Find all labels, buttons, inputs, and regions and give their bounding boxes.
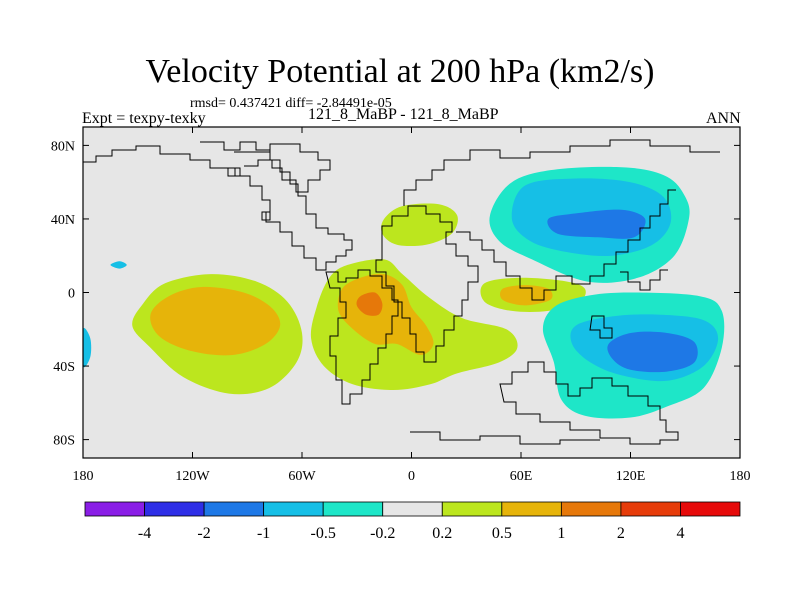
contour-region-south-pacific-negative-core	[607, 331, 698, 373]
x-axis: 180 120W 60W 0 60E 120E 180	[73, 127, 751, 484]
contour-region-central-pacific-positive-core	[150, 286, 281, 356]
case-label: 121_8_MaBP - 121_8_MaBP	[308, 106, 499, 123]
continent-outlines	[83, 139, 720, 445]
colorbar-box	[560, 501, 622, 517]
x-tick-label: 180	[730, 469, 751, 484]
colorbar-box	[501, 501, 562, 517]
y-axis: 80N 40N 0 40S 80S	[51, 139, 740, 449]
colorbar-box	[441, 501, 503, 517]
colorbar-label: -0.2	[370, 525, 395, 542]
contour-region-africa-positive-max	[356, 292, 383, 316]
x-tick-label: 180	[73, 469, 94, 484]
colorbar-label: -4	[138, 525, 151, 542]
y-tick-label: 40S	[53, 360, 75, 375]
colorbar-label: 0.2	[432, 525, 452, 542]
colorbar-box	[382, 501, 443, 517]
experiment-label: Expt = texpy-texky	[82, 110, 206, 127]
y-tick-label: 0	[68, 287, 75, 302]
colorbar-box	[84, 501, 145, 517]
contour-region-dateline-negative	[83, 328, 92, 368]
y-tick-label: 80N	[51, 139, 75, 154]
colorbar-box	[322, 501, 384, 517]
stats-line: rmsd= 0.437421 diff= -2.84491e-05	[190, 96, 392, 111]
colorbar-box	[203, 501, 265, 517]
season-label: ANN	[706, 110, 741, 127]
y-tick-label: 80S	[53, 434, 75, 449]
colorbar: -4 -2 -1 -0.5 -0.2 0.2 0.5 1 2 4	[84, 501, 741, 542]
colorbar-label: -1	[257, 525, 270, 542]
colorbar-label: 2	[617, 525, 625, 542]
x-tick-label: 120W	[175, 469, 210, 484]
colorbar-box	[263, 501, 324, 517]
x-tick-label: 0	[408, 469, 415, 484]
colorbar-box	[680, 501, 741, 517]
x-tick-label: 120E	[616, 469, 646, 484]
x-tick-label: 60E	[510, 469, 533, 484]
contour-region-asia-negative-core	[547, 209, 646, 239]
colorbar-label: 0.5	[492, 525, 512, 542]
chart-title: Velocity Potential at 200 hPa (km2/s)	[145, 53, 655, 90]
contour-fills	[83, 166, 725, 419]
colorbar-label: -0.5	[311, 525, 336, 542]
colorbar-label: 4	[676, 525, 684, 542]
colorbar-box	[144, 501, 205, 517]
x-tick-label: 60W	[288, 469, 316, 484]
colorbar-box	[620, 501, 681, 517]
colorbar-label: -2	[197, 525, 210, 542]
contour-region-eastern-pacific-negative	[110, 261, 127, 269]
colorbar-label: 1	[557, 525, 565, 542]
y-tick-label: 40N	[51, 213, 75, 228]
contour-region-africa-positive-core	[337, 273, 434, 355]
